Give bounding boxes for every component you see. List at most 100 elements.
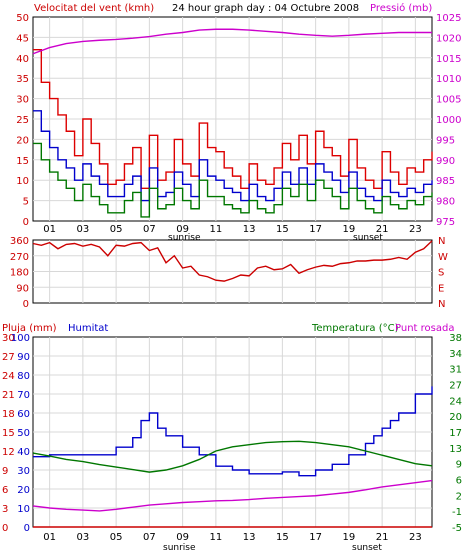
sunrise-label-top: sunrise — [168, 233, 201, 243]
compass-tick-label: E — [438, 283, 444, 294]
temperature-y-tick-label: 27 — [449, 381, 462, 392]
compass-tick-label: S — [438, 268, 444, 279]
humidity-y-tick-label: 90 — [17, 352, 30, 363]
wind-x-tick-label: 01 — [43, 224, 56, 235]
wind-x-tick-label: 03 — [77, 224, 90, 235]
temperature-y-tick-label: 6 — [456, 476, 462, 487]
temperature-y-tick-label: 38 — [449, 333, 462, 344]
rain-y-tick-label: 9 — [2, 466, 8, 477]
wind-x-tick-label: 21 — [376, 224, 389, 235]
temp-x-tick-label: 21 — [376, 532, 389, 543]
humidity-y-tick-label: 50 — [17, 428, 30, 439]
humidity-y-tick-label: 40 — [17, 447, 30, 458]
pressure-y-tick-label: 1025 — [436, 13, 461, 24]
wind-x-tick-label: 09 — [176, 224, 189, 235]
direction-y-tick-label: 180 — [10, 268, 29, 279]
temperature-axis-title: Temperatura (°C) — [311, 323, 399, 334]
pressure-y-tick-label: 995 — [436, 135, 455, 146]
wind-y-tick-label: 25 — [16, 115, 29, 126]
wind-x-tick-label: 11 — [210, 224, 223, 235]
temp-x-tick-label: 17 — [309, 532, 322, 543]
pressure-y-tick-label: 990 — [436, 156, 455, 167]
wind-y-tick-label: 45 — [16, 33, 29, 44]
rain-axis-title: Pluja (mm) — [2, 323, 57, 334]
humidity-y-tick-label: 30 — [17, 466, 30, 477]
wind-x-tick-label: 13 — [243, 224, 256, 235]
rain-y-tick-label: 6 — [2, 485, 8, 496]
sunset-label-bottom: sunset — [352, 543, 382, 553]
rain-y-tick-label: 24 — [2, 371, 15, 382]
rain-y-tick-label: 0 — [2, 523, 8, 534]
wind-x-tick-label: 19 — [343, 224, 356, 235]
temperature-y-tick-label: 20 — [449, 412, 462, 423]
temp-x-tick-label: 01 — [43, 532, 56, 543]
wind-x-tick-label: 07 — [143, 224, 156, 235]
compass-tick-label: N — [438, 299, 445, 310]
dewpoint-line — [32, 479, 433, 512]
temp-x-tick-label: 19 — [343, 532, 356, 543]
rain-y-tick-label: 18 — [2, 409, 15, 420]
wind-series-line-gust — [33, 48, 433, 190]
wind-x-tick-label: 15 — [276, 224, 289, 235]
temperature-y-tick-label: -1 — [452, 507, 462, 518]
rain-y-tick-label: 30 — [2, 333, 15, 344]
wind-x-tick-label: 23 — [409, 224, 422, 235]
wind-y-tick-label: 5 — [23, 197, 29, 208]
direction-y-tick-label: 0 — [23, 299, 29, 310]
sunrise-label-bottom: sunrise — [163, 543, 196, 553]
wind-series-line-minima — [33, 142, 433, 218]
humidity-y-tick-label: 80 — [17, 371, 30, 382]
direction-y-tick-label: 360 — [10, 236, 29, 247]
rain-y-tick-label: 12 — [2, 447, 15, 458]
direction-y-tick-label: 90 — [16, 283, 29, 294]
wind-speed-axis-title: Velocitat del vent (kmh) — [34, 3, 154, 14]
wind-x-tick-label: 05 — [110, 224, 123, 235]
temp-x-tick-label: 13 — [243, 532, 256, 543]
humidity-y-tick-label: 70 — [17, 390, 30, 401]
rain-y-tick-label: 27 — [2, 352, 15, 363]
pressure-y-tick-label: 975 — [436, 217, 455, 228]
wind-x-tick-label: 17 — [309, 224, 322, 235]
humidity-axis-title: Humitat — [68, 323, 108, 334]
temp-x-tick-label: 11 — [210, 532, 223, 543]
pressure-line — [32, 28, 432, 55]
pressure-y-tick-label: 1000 — [436, 115, 461, 126]
temperature-y-tick-label: 24 — [449, 396, 462, 407]
temperature-y-tick-label: -5 — [452, 523, 462, 534]
pressure-y-tick-label: 1015 — [436, 54, 461, 65]
wind-y-tick-label: 30 — [16, 95, 29, 106]
wind-y-tick-label: 10 — [16, 176, 29, 187]
humidity-y-tick-label: 60 — [17, 409, 30, 420]
wind-y-tick-label: 0 — [23, 217, 29, 228]
compass-tick-label: N — [438, 236, 445, 247]
sunset-label-top: sunset — [353, 233, 383, 243]
wind-y-tick-label: 50 — [16, 13, 29, 24]
humidity-y-tick-label: 100 — [11, 333, 30, 344]
chart-title: 24 hour graph day : 04 Octubre 2008 — [172, 3, 359, 14]
temp-x-tick-label: 15 — [276, 532, 289, 543]
temp-x-tick-label: 23 — [409, 532, 422, 543]
wind-direction-line — [32, 240, 433, 282]
wind-y-tick-label: 20 — [16, 135, 29, 146]
temperature-y-tick-label: 13 — [449, 444, 462, 455]
temp-x-tick-label: 09 — [176, 532, 189, 543]
pressure-y-tick-label: 1010 — [436, 74, 461, 85]
temperature-y-tick-label: 17 — [449, 428, 462, 439]
humidity-y-tick-label: 20 — [17, 485, 30, 496]
wind-y-tick-label: 40 — [16, 54, 29, 65]
pressure-y-tick-label: 980 — [436, 197, 455, 208]
wind-y-tick-label: 35 — [16, 74, 29, 85]
humidity-y-tick-label: 0 — [24, 523, 30, 534]
rain-y-tick-label: 21 — [2, 390, 15, 401]
humidity-line — [33, 386, 433, 477]
rain-y-tick-label: 3 — [2, 504, 8, 515]
rain-y-tick-label: 15 — [2, 428, 15, 439]
pressure-y-tick-label: 985 — [436, 176, 455, 187]
wind-series-line-mitjana — [33, 110, 433, 202]
temp-x-tick-label: 03 — [77, 532, 90, 543]
temperature-y-tick-label: 9 — [456, 460, 462, 471]
wind-y-tick-label: 15 — [16, 156, 29, 167]
dewpoint-axis-title: Punt rosada — [395, 323, 454, 334]
